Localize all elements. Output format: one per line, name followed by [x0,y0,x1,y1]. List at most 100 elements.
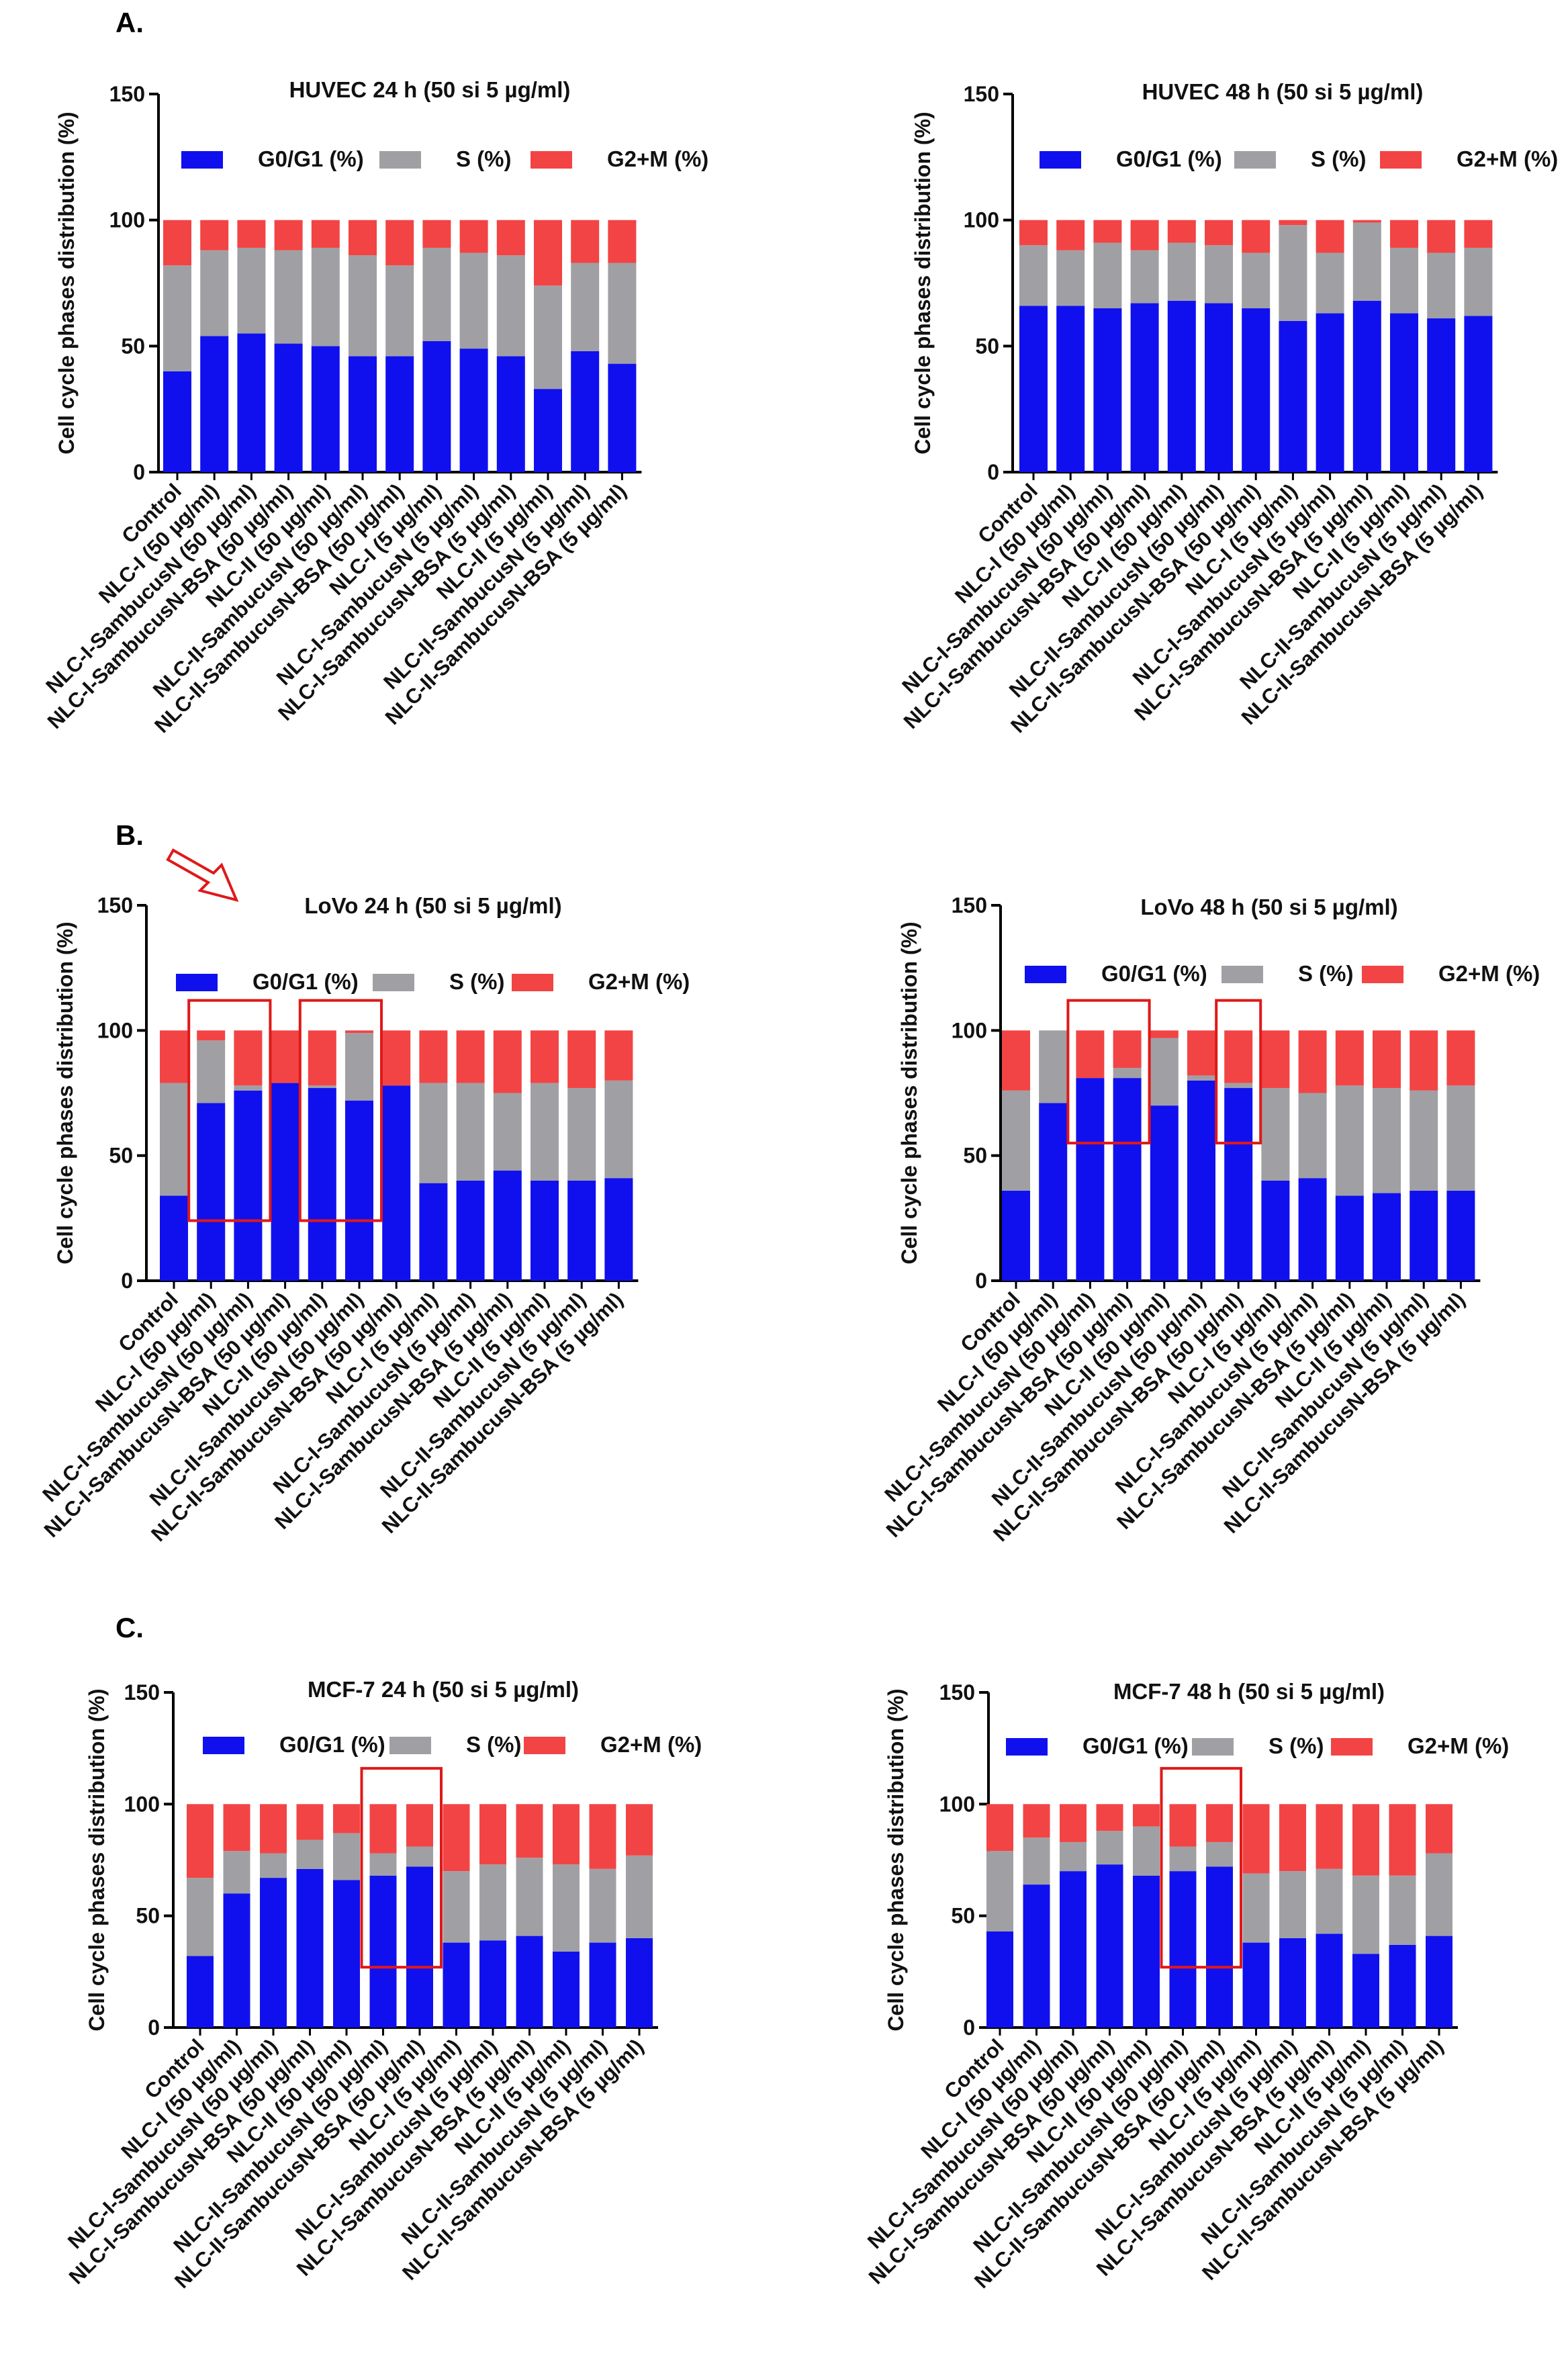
bar-g2m [296,1804,324,1840]
bar-g0g1 [1205,303,1233,472]
bar-g2m [1133,1804,1160,1827]
arrow-icon [166,848,239,902]
bar-s [1206,1841,1233,1867]
bar-g2m [1113,1030,1142,1068]
bar-s [1113,1068,1142,1079]
bar-g0g1 [200,336,229,472]
bar-s [1150,1038,1179,1106]
bar-g0g1 [349,356,377,472]
bar-g2m [1335,1030,1364,1086]
bar-s [567,1088,596,1181]
bar-s [296,1839,324,1869]
bar-g0g1 [422,340,451,472]
bar-s [234,1085,263,1091]
bar-s [1056,250,1085,306]
bar-g2m [1023,1804,1050,1838]
bar-g2m [1093,220,1122,243]
y-tick-label: 0 [975,1269,987,1293]
bar-g0g1 [1316,313,1344,472]
bar-s [1352,222,1381,301]
bar-g0g1 [1352,1954,1379,2028]
bar-s [223,1851,250,1894]
bar-g0g1 [567,1180,596,1281]
legend-label: S (%) [1269,1733,1324,1758]
bar-g0g1 [1113,1078,1142,1281]
legend-label: G0/G1 (%) [1116,146,1222,171]
bar-g0g1 [479,1940,506,2028]
chart-title: HUVEC 48 h (50 si 5 µg/ml) [1142,79,1424,104]
y-tick-label: 150 [109,82,145,106]
bar-g0g1 [1389,1944,1416,2028]
legend-swatch [1362,966,1403,983]
legend-swatch [379,151,421,169]
bar-g0g1 [1076,1078,1105,1281]
bar-s [1352,1875,1379,1954]
bar-g0g1 [1261,1180,1290,1281]
chart-5: MCF-7 24 h (50 si 5 µg/ml) Cell cycle pha… [63,1677,702,2293]
bar-g0g1 [1242,308,1271,472]
bar-g2m [1002,1030,1030,1091]
bar-g0g1 [274,343,303,472]
y-tick-label: 0 [963,2015,975,2040]
legend-label: G0/G1 (%) [258,146,364,171]
legend-swatch [1380,151,1422,169]
bar-g0g1 [333,1880,360,2028]
bar-g0g1 [534,389,562,472]
bar-s [1410,1090,1438,1191]
bar-g0g1 [1093,308,1122,472]
bar-s [459,253,488,349]
bar-g0g1 [187,1956,214,2028]
legend-swatch [389,1737,431,1754]
bar-s [1261,1088,1290,1181]
y-axis-label: Cell cycle phases distribution (%) [897,921,921,1264]
bar-g0g1 [1298,1178,1327,1281]
bar-s [1389,1875,1416,1945]
bar-s [349,255,377,357]
y-tick-label: 50 [109,1144,133,1168]
bar-s [1242,1873,1270,1943]
legend-label: G0/G1 (%) [1101,961,1207,986]
bar-g0g1 [160,1195,188,1281]
bar-g0g1 [1279,320,1307,472]
bar-s [1373,1088,1401,1193]
y-tick-label: 50 [136,1904,160,1928]
bar-g2m [419,1030,448,1083]
bar-g2m [163,220,191,266]
bar-s [608,263,637,364]
bar-g0g1 [1352,300,1381,472]
bar-s [163,265,191,371]
y-axis-label: Cell cycle phases distribution (%) [53,921,77,1264]
charts-layer: HUVEC 24 h (50 si 5 µg/ml) Cell cycle pha… [38,77,1558,2293]
bar-g0g1 [1279,1938,1306,2028]
bar-g2m [345,1030,373,1034]
bar-g0g1 [604,1178,633,1281]
bar-g0g1 [1096,1864,1123,2028]
bar-g0g1 [311,346,340,472]
y-tick-label: 100 [97,1018,133,1042]
bar-g2m [1298,1030,1327,1093]
bar-g2m [311,220,340,248]
bar-g2m [986,1804,1013,1852]
bar-g0g1 [1060,1871,1087,2028]
y-tick-label: 0 [121,1269,133,1293]
bar-s [589,1868,616,1943]
bar-g2m [1279,1804,1306,1872]
bar-g2m [1242,1804,1270,1874]
chart-title: LoVo 24 h (50 si 5 µg/ml) [304,893,561,918]
bar-g0g1 [296,1868,324,2028]
bar-g2m [308,1030,336,1086]
bar-s [1426,1853,1452,1936]
bar-g0g1 [1187,1080,1215,1281]
bar-s [626,1855,653,1938]
bar-g2m [1352,1804,1379,1876]
bar-g2m [1261,1030,1290,1089]
bar-g0g1 [589,1942,616,2028]
bar-g0g1 [1390,313,1418,472]
bar-g2m [553,1804,580,1865]
bar-s [1167,242,1196,301]
legend-swatch [181,151,223,169]
bar-g2m [1410,1030,1438,1091]
y-tick-label: 100 [964,208,999,232]
highlight-box [187,999,272,1222]
